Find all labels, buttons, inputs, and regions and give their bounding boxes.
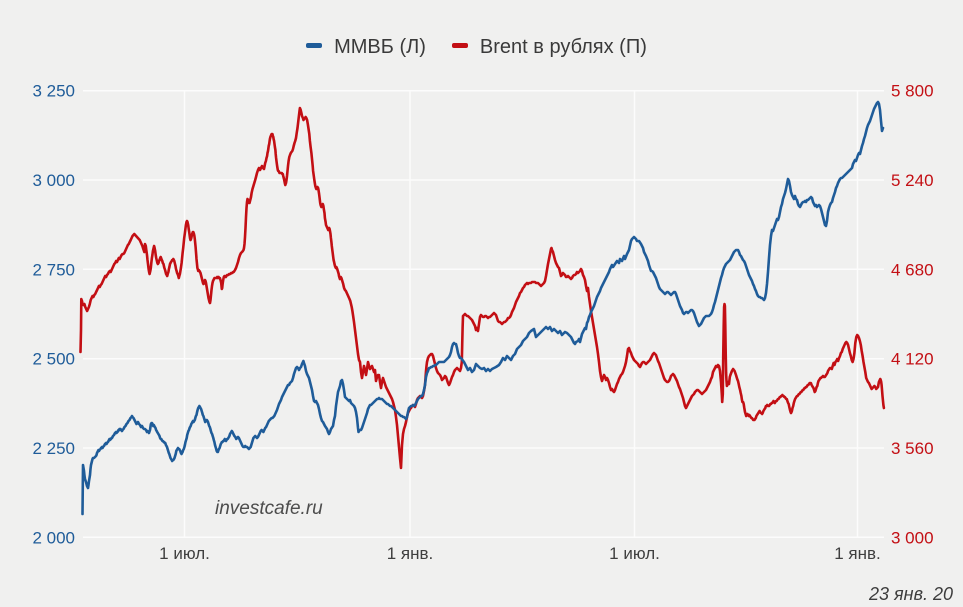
svg-text:1 янв.: 1 янв. bbox=[387, 544, 434, 563]
svg-text:1 июл.: 1 июл. bbox=[609, 544, 660, 563]
svg-text:3 000: 3 000 bbox=[891, 528, 934, 547]
svg-text:2 500: 2 500 bbox=[32, 350, 75, 369]
svg-text:2 750: 2 750 bbox=[32, 260, 75, 279]
svg-text:4 680: 4 680 bbox=[891, 260, 934, 279]
svg-text:4 120: 4 120 bbox=[891, 350, 934, 369]
svg-text:5 240: 5 240 bbox=[891, 171, 934, 190]
svg-text:2 250: 2 250 bbox=[32, 439, 75, 458]
svg-text:3 250: 3 250 bbox=[32, 82, 75, 101]
svg-text:1 июл.: 1 июл. bbox=[159, 544, 210, 563]
svg-text:2 000: 2 000 bbox=[32, 528, 75, 547]
svg-text:5 800: 5 800 bbox=[891, 82, 934, 101]
svg-text:1 янв.: 1 янв. bbox=[834, 544, 881, 563]
svg-text:3 560: 3 560 bbox=[891, 439, 934, 458]
svg-text:3 000: 3 000 bbox=[32, 171, 75, 190]
